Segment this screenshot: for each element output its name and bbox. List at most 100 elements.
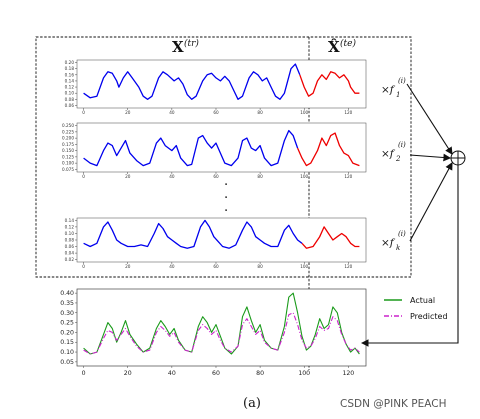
y-tick-label: 0.100 — [62, 161, 74, 166]
chart-panel-3: 0.140.12 0.10 0.080.06 0.040.02 0 20 40 60 80 100… — [65, 217, 367, 269]
series-line-test — [299, 71, 360, 97]
y-tick-label: 0.08 — [65, 238, 75, 243]
x-tick-label: 40 — [169, 174, 175, 179]
series-line-test — [297, 132, 360, 167]
plot-frame — [76, 122, 367, 173]
x-tick-label: 80 — [257, 110, 263, 115]
y-tick-label: 0.35 — [60, 300, 74, 307]
train-label-x: X — [172, 38, 184, 56]
y-tick-label: 0.40 — [60, 290, 74, 297]
x-tick-label: 20 — [125, 110, 131, 115]
chart-panel-1: 0.200.180.160.14 0.120.100.080.06 0 20 40 60 8… — [65, 59, 367, 115]
ellipsis-dot-1: . — [224, 174, 228, 189]
multiplier-k: ×f k (i) — [381, 230, 406, 252]
series-line-test — [301, 226, 360, 249]
x-tick-label: 80 — [256, 370, 264, 377]
arrow-fk-to-sum — [409, 162, 453, 242]
y-tick-label: 0.15 — [60, 339, 74, 346]
y-tick-label: 0.18 — [65, 66, 75, 71]
y-tick-label: 0.20 — [65, 60, 75, 65]
plot-frame — [76, 59, 367, 109]
y-tick-label: 0.20 — [60, 329, 74, 336]
train-label-sup: (tr) — [184, 38, 199, 49]
y-tick-label: 0.200 — [62, 136, 74, 141]
multiplier-1-sub: 1 — [396, 91, 400, 99]
x-tick-label: 0 — [82, 264, 85, 269]
y-tick-label: 0.04 — [65, 251, 75, 256]
multiplier-2-sub: 2 — [395, 155, 401, 163]
y-tick-label: 0.12 — [65, 224, 75, 229]
multiplier-1-sup: (i) — [398, 77, 406, 85]
y-tick-label: 0.06 — [65, 244, 75, 249]
plot-frame — [76, 217, 367, 263]
plot-frame — [76, 288, 367, 367]
multiplier-1-symbol: ×f — [381, 84, 396, 96]
x-tick-label: 120 — [344, 110, 352, 115]
y-tick-label: 0.14 — [65, 78, 75, 83]
y-tick-label: 0.125 — [62, 154, 74, 159]
multiplier-k-sub: k — [396, 244, 400, 252]
x-tick-label: 20 — [124, 370, 132, 377]
y-tick-label: 0.150 — [62, 148, 74, 153]
multiplier-2-symbol: ×f — [381, 148, 396, 160]
x-tick-label: 60 — [213, 110, 219, 115]
x-tick-label: 0 — [82, 174, 85, 179]
y-tick-label: 0.16 — [65, 72, 75, 77]
y-tick-label: 0.075 — [62, 167, 74, 172]
y-tick-label: 0.08 — [65, 97, 75, 102]
y-tick-label: 0.30 — [60, 310, 74, 317]
legend-label-predicted: Predicted — [410, 312, 448, 321]
multiplier-k-symbol: ×f — [381, 237, 396, 249]
x-tick-label: 0 — [82, 110, 85, 115]
x-tick-label: 100 — [300, 264, 308, 269]
test-label: X̂ (te) — [328, 38, 356, 56]
y-tick-label: 0.25 — [60, 320, 74, 327]
legend: Actual Predicted — [384, 296, 448, 321]
x-tick-label: 100 — [300, 174, 308, 179]
y-tick-label: 0.250 — [62, 123, 74, 128]
x-tick-label: 20 — [125, 264, 131, 269]
x-tick-label: 80 — [257, 264, 263, 269]
multiplier-2: ×f 2 (i) — [381, 141, 406, 163]
x-tick-label: 40 — [169, 264, 175, 269]
ellipsis-dot-3: . — [224, 200, 228, 215]
y-tick-label: 0.225 — [62, 129, 74, 134]
x-tick-label: 40 — [169, 110, 175, 115]
train-label: X (tr) — [172, 38, 199, 56]
test-label-sup: (te) — [340, 38, 356, 49]
x-tick-label: 20 — [125, 174, 131, 179]
figure-caption: (a) — [243, 396, 261, 411]
multiplier-k-sup: (i) — [398, 230, 406, 238]
x-tick-label: 80 — [257, 174, 263, 179]
x-tick-label: 0 — [82, 370, 86, 377]
chart-panel-4: 0.40 0.35 0.30 0.25 0.20 0.15 0.10 0.05 0 20 40 60 8… — [60, 288, 448, 377]
series-line-train — [83, 63, 301, 100]
series-line-predicted — [83, 312, 360, 355]
ellipsis-dot-2: . — [224, 187, 228, 202]
arrow-f2-to-sum — [409, 153, 452, 162]
test-label-x: X̂ — [328, 38, 340, 56]
y-tick-label: 0.14 — [65, 218, 75, 223]
series-line-train — [83, 219, 303, 249]
x-tick-label: 120 — [342, 370, 354, 377]
watermark: CSDN @PINK PEACH — [340, 398, 446, 410]
x-tick-label: 100 — [298, 370, 310, 377]
arrow-f1-to-sum — [406, 83, 453, 155]
y-tick-label: 0.10 — [65, 231, 75, 236]
y-tick-label: 0.10 — [60, 349, 74, 356]
y-tick-label: 0.12 — [65, 85, 75, 90]
legend-label-actual: Actual — [410, 296, 435, 305]
y-tick-label: 0.02 — [65, 257, 75, 262]
series-line-actual — [83, 292, 360, 355]
arrow-sum-to-prediction — [360, 165, 459, 347]
y-tick-label: 0.10 — [65, 91, 75, 96]
series-line-train — [83, 129, 299, 167]
x-tick-label: 60 — [213, 174, 219, 179]
y-tick-label: 0.05 — [60, 359, 74, 366]
x-tick-label: 60 — [213, 264, 219, 269]
x-tick-label: 120 — [344, 264, 352, 269]
multiplier-1: ×f 1 (i) — [381, 77, 406, 99]
multiplier-2-sup: (i) — [398, 141, 406, 149]
